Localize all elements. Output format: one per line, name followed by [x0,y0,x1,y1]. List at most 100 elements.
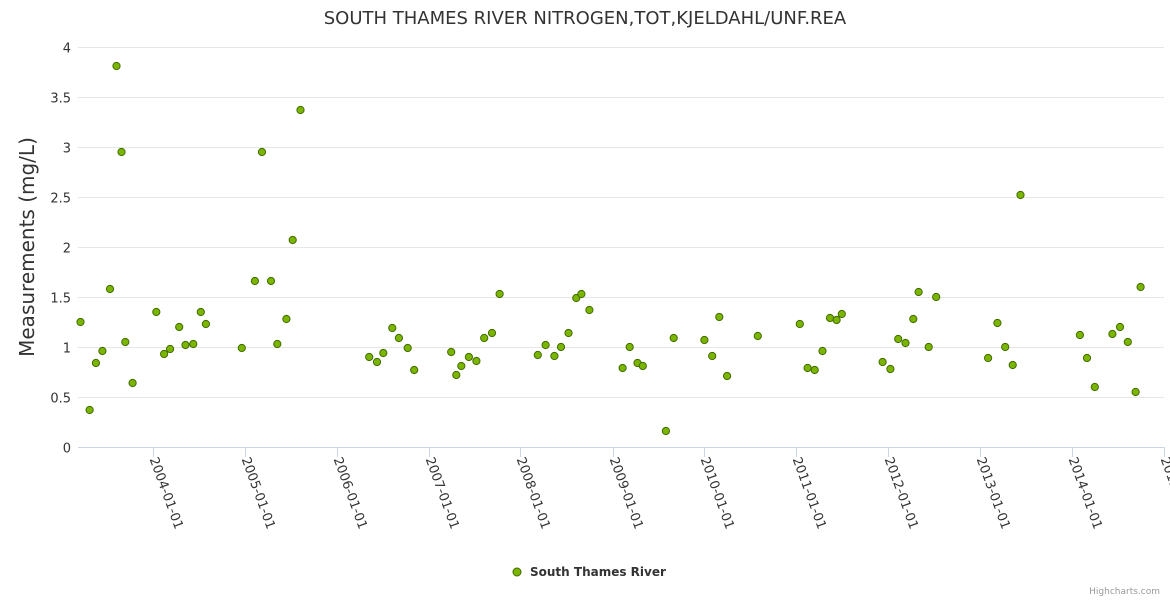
data-point[interactable] [878,357,887,367]
data-point[interactable] [175,322,184,332]
data-point[interactable] [894,334,903,344]
data-point[interactable] [480,333,489,343]
data-point[interactable] [98,346,107,356]
data-point[interactable] [410,365,419,375]
data-point[interactable] [638,361,647,371]
data-point[interactable] [618,363,627,373]
data-point[interactable] [1131,387,1140,397]
data-point[interactable] [117,147,126,157]
data-point[interactable] [273,339,282,349]
credits-link[interactable]: Highcharts.com [1089,587,1160,597]
y-axis-ticks: 0 0.5 1 1.5 2 2.5 3 3.5 4 [50,42,71,457]
data-point[interactable] [585,305,594,315]
x-tick-label: 2006-01-01 [330,455,370,531]
data-point[interactable] [447,347,456,357]
data-point[interactable] [723,371,732,381]
data-point[interactable] [832,315,841,325]
data-point[interactable] [464,352,473,362]
data-point[interactable] [577,289,586,299]
data-point[interactable] [112,61,121,71]
data-point[interactable] [372,357,382,367]
data-point[interactable] [661,426,671,436]
data-point[interactable] [495,289,504,299]
legend[interactable]: South Thames River [512,565,666,579]
data-point[interactable] [121,337,130,347]
data-point[interactable] [914,287,923,297]
data-point[interactable] [803,363,812,373]
data-point[interactable] [452,370,461,380]
data-point[interactable] [85,405,94,415]
x-tick-label: 2011-01-01 [789,455,829,531]
data-point[interactable] [825,313,835,323]
data-point[interactable] [250,276,259,286]
data-point[interactable] [296,105,305,115]
data-point[interactable] [932,292,941,302]
data-point[interactable] [166,344,175,354]
data-point[interactable] [993,318,1002,328]
data-point[interactable] [457,361,466,371]
data-point[interactable] [365,352,374,362]
data-point[interactable] [76,317,85,327]
y-tick-label: 3.5 [50,92,71,107]
data-point[interactable] [708,351,717,361]
data-point[interactable] [541,340,550,350]
x-tick-label: 2007-01-01 [422,455,462,531]
data-point[interactable] [533,350,542,360]
data-point[interactable] [487,328,497,338]
x-tick-label: 2009-01-01 [606,455,646,531]
data-point[interactable] [1016,190,1025,200]
data-point[interactable] [564,328,573,338]
data-point[interactable] [394,333,403,343]
data-point[interactable] [388,323,397,333]
data-point[interactable] [1001,342,1010,352]
data-point[interactable] [886,364,895,374]
data-point[interactable] [189,339,198,349]
data-point[interactable] [669,333,678,343]
data-point[interactable] [1008,360,1017,370]
data-point[interactable] [795,319,804,329]
data-point[interactable] [379,348,388,358]
data-point[interactable] [160,349,169,359]
data-point[interactable] [181,340,190,350]
data-point[interactable] [128,378,137,388]
data-point[interactable] [1108,329,1117,339]
data-point[interactable] [715,312,724,322]
data-point[interactable] [810,365,819,375]
data-point[interactable] [625,342,634,352]
data-point[interactable] [818,346,827,356]
data-point[interactable] [1136,282,1145,292]
data-point[interactable] [550,351,559,361]
data-point[interactable] [282,314,291,324]
x-tick-label: 2015-01-01 [1157,455,1170,531]
data-point[interactable] [237,343,246,353]
data-point[interactable] [91,358,101,368]
data-point[interactable] [1090,382,1099,392]
data-point[interactable] [556,342,566,352]
data-point[interactable] [700,335,709,345]
data-point[interactable] [201,319,210,329]
y-tick-label: 0.5 [50,392,71,407]
legend-item-label[interactable]: South Thames River [530,565,666,579]
data-point[interactable] [1082,353,1092,363]
data-point[interactable] [266,276,276,286]
data-point[interactable] [753,331,762,341]
data-point[interactable] [288,235,297,245]
data-point[interactable] [909,314,918,324]
data-point[interactable] [152,307,161,317]
data-point[interactable] [257,147,267,157]
data-point[interactable] [1123,337,1132,347]
x-tick-label: 2013-01-01 [973,455,1013,531]
data-point[interactable] [901,338,910,348]
data-point[interactable] [1115,322,1125,332]
data-point[interactable] [924,342,933,352]
data-point[interactable] [472,356,481,366]
data-point[interactable] [837,309,846,319]
data-point[interactable] [1075,330,1085,340]
data-point[interactable] [403,343,412,353]
data-point[interactable] [196,307,205,317]
y-tick-label: 1.5 [50,292,71,307]
data-point[interactable] [984,353,993,363]
series-south-thames-river [76,61,1145,436]
data-point[interactable] [105,284,115,294]
